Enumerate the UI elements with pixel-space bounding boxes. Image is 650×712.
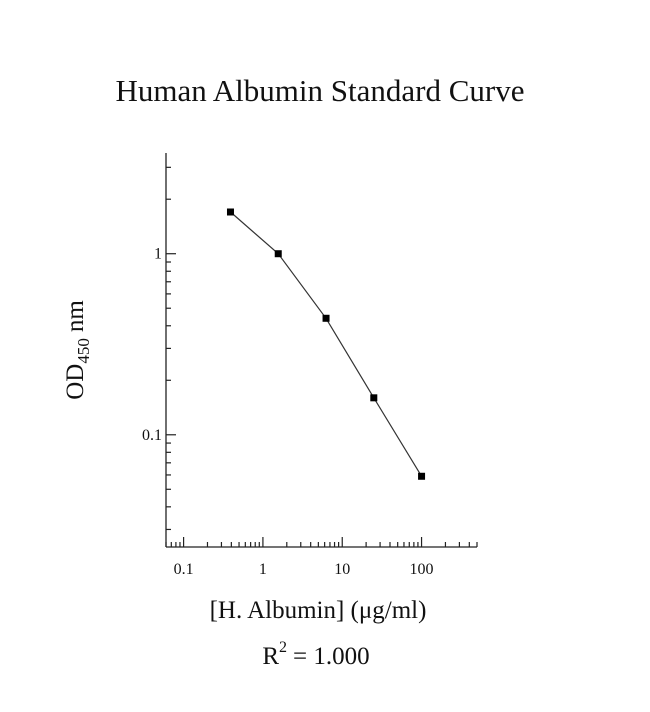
y-axis-label-unit: nm (62, 300, 89, 333)
x-tick-label: 100 (410, 561, 434, 578)
data-point (370, 394, 378, 402)
data-point (322, 314, 330, 322)
r-squared-value: = 1.000 (293, 643, 370, 670)
series-line (230, 211, 423, 477)
chart-title: Human Albumin Standard Curve (116, 73, 525, 108)
data-point (274, 250, 282, 258)
plot-area: 0.11 0.1 1 10 100 (142, 153, 478, 578)
r-squared-sup: 2 (279, 639, 287, 656)
y-axis-label-main: OD (62, 364, 89, 400)
y-axis-label-sub: 450 (74, 338, 93, 364)
y-axis-label: OD450 nm (62, 300, 93, 400)
y-tick-label: 1 (154, 246, 162, 263)
data-point (226, 208, 234, 216)
x-ticks: 0.1 1 10 100 (165, 537, 478, 578)
y-tick-label: 0.1 (142, 427, 162, 444)
x-tick-label: 10 (334, 561, 350, 578)
x-axis-label: [H. Albumin] (μg/ml) (210, 597, 427, 624)
r-squared-annotation: R2 = 1.000 (262, 639, 369, 670)
r-squared-base: R (262, 643, 279, 670)
y-ticks: 0.11 (142, 166, 176, 531)
x-tick-label: 0.1 (174, 561, 194, 578)
x-tick-label: 1 (259, 561, 267, 578)
series-group (226, 208, 426, 480)
data-point (418, 472, 426, 480)
